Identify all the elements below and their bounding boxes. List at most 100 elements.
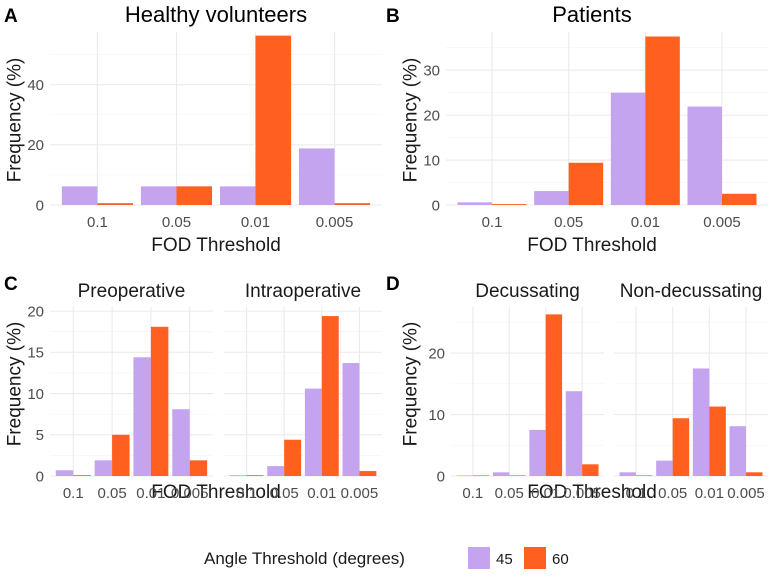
chart-a: A Healthy volunteers Frequency (%) FOD Thre… — [4, 2, 382, 256]
bar-45-0_005 — [172, 409, 190, 476]
facet-c-1: Preoperative 0 5 10 15 20 0.1 0.05 0.01 0.005 — [27, 281, 213, 502]
x-axis-title: FOD Threshold — [151, 235, 281, 256]
x-tick-label: 0.01 — [241, 214, 270, 231]
legend-label-45: 45 — [496, 551, 513, 568]
x-tick-label: 0.01 — [695, 485, 724, 502]
x-tick-label: 0.005 — [703, 214, 741, 231]
bar-45-0_005 — [299, 148, 335, 205]
bar-60-0_1 — [246, 475, 264, 476]
bar-60-0_01 — [255, 35, 292, 205]
y-tick-label: 20 — [27, 137, 44, 154]
y-tick-label: 40 — [27, 77, 44, 94]
facet-strip-label: Decussating — [475, 281, 580, 302]
y-tick-label: 10 — [428, 407, 445, 424]
legend-label-60: 60 — [552, 551, 569, 568]
bar-45-0_01 — [219, 186, 256, 205]
bar-60-0_005 — [722, 193, 757, 205]
y-tick-label: 20 — [27, 303, 44, 320]
legend-swatch-60 — [524, 547, 546, 569]
facet-strip-label: Non-decussating — [620, 281, 763, 302]
y-axis-title: Frequency (%) — [401, 58, 422, 183]
x-axis-title: FOD Threshold — [527, 235, 657, 256]
bar-45-0_1 — [456, 475, 473, 476]
x-tick-label: 0.1 — [626, 485, 647, 502]
bar-45-0_1 — [61, 186, 98, 205]
bar-45-0_005 — [342, 363, 360, 476]
y-axis-title: Frequency (%) — [5, 58, 26, 183]
bar-45-0_05 — [534, 191, 569, 205]
y-tick-label: 20 — [428, 345, 445, 362]
bar-45-0_05 — [267, 466, 285, 476]
bar-45-0_05 — [656, 460, 673, 476]
bar-60-0_01 — [645, 36, 680, 205]
x-tick-label: 0.1 — [236, 485, 257, 502]
bar-60-0_005 — [582, 464, 599, 476]
panel-tag-c: C — [4, 274, 18, 295]
x-tick-label: 0.01 — [307, 485, 336, 502]
panel-tag-d: D — [386, 274, 400, 295]
bar-45-0_01 — [133, 357, 151, 476]
x-axis-title: FOD Threshold — [151, 482, 281, 503]
facet-d-1: Decussating 0 10 20 0.1 0.05 0.01 0.005 — [428, 281, 604, 502]
bar-60-0_1 — [492, 204, 527, 205]
bar-45-0_05 — [94, 460, 113, 476]
bar-45-0_01 — [304, 388, 322, 476]
x-tick-label: 0.05 — [495, 485, 524, 502]
bar-45-0_05 — [492, 472, 510, 476]
bar-60-0_1 — [97, 203, 133, 205]
bar-45-0_01 — [692, 368, 710, 476]
bar-60-0_01 — [709, 406, 726, 476]
y-tick-label: 30 — [423, 62, 440, 79]
x-tick-label: 0.05 — [97, 485, 126, 502]
bar-45-0_1 — [55, 470, 74, 476]
y-tick-label: 10 — [423, 152, 440, 169]
facet-c-2: Intraoperative 0.1 0.05 0.01 0.005 — [224, 281, 382, 502]
bar-60-0_01 — [321, 316, 339, 476]
bar-60-0_05 — [568, 162, 604, 205]
bar-45-0_005 — [729, 426, 746, 476]
x-tick-label: 0.005 — [171, 485, 209, 502]
bar-60-0_05 — [176, 186, 213, 205]
y-tick-label: 0 — [36, 197, 44, 214]
facet-strip-label: Intraoperative — [245, 281, 361, 302]
chart-title: Patients — [552, 2, 632, 27]
x-tick-label: 0.1 — [87, 214, 108, 231]
bar-60-0_05 — [672, 418, 690, 476]
bar-45-0_05 — [140, 186, 177, 205]
y-tick-label: 10 — [27, 386, 44, 403]
x-tick-label: 0.05 — [162, 214, 191, 231]
y-tick-label: 0 — [437, 468, 445, 485]
x-tick-label: 0.05 — [658, 485, 687, 502]
y-tick-label: 15 — [27, 345, 44, 362]
bar-45-0_01 — [529, 429, 546, 476]
x-tick-label: 0.005 — [341, 485, 379, 502]
x-tick-label: 0.005 — [563, 485, 601, 502]
x-tick-label: 0.01 — [631, 214, 660, 231]
x-tick-label: 0.005 — [727, 485, 765, 502]
bar-60-0_05 — [112, 434, 130, 476]
bar-45-0_1 — [619, 472, 636, 476]
x-tick-label: 0.01 — [136, 485, 165, 502]
x-tick-label: 0.05 — [270, 485, 299, 502]
chart-b: B Patients Frequency (%) FOD Threshold 0 10 20… — [386, 2, 768, 256]
facet-a-1: 0 20 40 0.1 0.05 0.01 0.005 — [27, 32, 382, 231]
bar-45-0_1 — [457, 202, 492, 205]
x-tick-label: 0.1 — [462, 485, 483, 502]
chart-c: C Frequency (%) FOD Threshold Preoperative 0… — [4, 274, 382, 503]
legend-title: Angle Threshold (degrees) — [204, 549, 405, 568]
x-tick-label: 0.1 — [63, 485, 84, 502]
bar-60-0_005 — [334, 203, 371, 205]
x-tick-label: 0.01 — [531, 485, 560, 502]
bar-45-0_005 — [687, 106, 722, 205]
bar-60-0_01 — [545, 314, 563, 476]
facet-b-1: 0 10 20 30 0.1 0.05 0.01 0.005 — [423, 32, 768, 231]
bar-45-0_1 — [229, 475, 247, 476]
y-axis-title: Frequency (%) — [401, 322, 422, 447]
x-axis-title: FOD Threshold — [527, 482, 657, 503]
y-axis-title: Frequency (%) — [5, 322, 26, 447]
x-tick-label: 0.1 — [482, 214, 503, 231]
y-tick-label: 0 — [36, 468, 44, 485]
bar-60-0_05 — [284, 439, 302, 476]
x-tick-label: 0.005 — [316, 214, 354, 231]
